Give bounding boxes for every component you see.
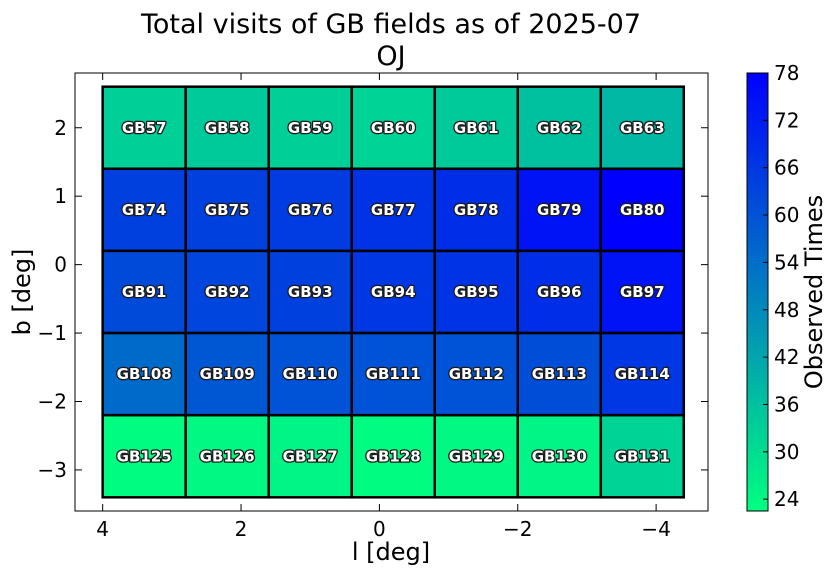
- y-axis-label: b [deg]: [8, 249, 36, 336]
- cell-label-gb79: GB79: [537, 201, 582, 219]
- cell-label-gb80: GB80: [620, 201, 665, 219]
- cell-label-gb57: GB57: [122, 119, 167, 137]
- colorbar-tick-label: 48: [774, 298, 799, 322]
- colorbar-ticks: 24 30 36 42 48 54 60 66 72 78: [763, 61, 799, 511]
- cell-label-gb131: GB131: [615, 447, 670, 465]
- cell-label-gb113: GB113: [532, 365, 587, 383]
- cell-label-gb76: GB76: [288, 201, 333, 219]
- x-tick-label: 4: [96, 517, 109, 541]
- colorbar-tick-label: 78: [774, 61, 799, 85]
- cell-label-gb97: GB97: [620, 283, 665, 301]
- plot-frame: [74, 72, 709, 512]
- heatmap-cell-gb58: [184, 85, 270, 171]
- cell-label-gb95: GB95: [454, 283, 499, 301]
- heatmap-cell-gb93: [267, 249, 353, 335]
- cell-label-gb128: GB128: [366, 447, 421, 465]
- cell-label-gb77: GB77: [371, 201, 416, 219]
- y-tick-label: −2: [38, 390, 67, 414]
- x-tick-label: −4: [641, 517, 670, 541]
- cell-label-gb125: GB125: [117, 447, 172, 465]
- colorbar-tick-label: 54: [774, 250, 799, 274]
- cell-label-gb111: GB111: [366, 365, 421, 383]
- colorbar-label: Observed Times: [800, 195, 828, 389]
- cell-group: GB57 GB58 GB59 GB60 GB61 GB62 GB63 GB74 GB75 GB76…: [101, 85, 686, 499]
- cell-label-gb92: GB92: [205, 283, 250, 301]
- colorbar-tick-label: 42: [774, 345, 799, 369]
- colorbar-tick-label: 72: [774, 108, 799, 132]
- cell-label-gb59: GB59: [288, 119, 333, 137]
- cell-label-gb63: GB63: [620, 119, 665, 137]
- cell-label-gb61: GB61: [454, 119, 499, 137]
- heatmap-cell-gb97: [599, 249, 686, 335]
- heatmap-cell-gb76: [267, 167, 353, 253]
- y-tick-label: −3: [38, 458, 67, 482]
- x-tick-label: 2: [235, 517, 248, 541]
- colorbar: [746, 72, 769, 512]
- y-tick-label: 1: [54, 184, 67, 208]
- cell-label-gb60: GB60: [371, 119, 416, 137]
- colorbar-tick-label: 36: [774, 392, 799, 416]
- cell-label-gb74: GB74: [122, 201, 167, 219]
- heatmap-cell-gb57: [101, 85, 187, 171]
- heatmap-cell-gb62: [516, 85, 603, 171]
- cell-label-gb130: GB130: [532, 447, 587, 465]
- heatmap-cell-gb125: [101, 413, 187, 499]
- x-axis-label: l [deg]: [352, 538, 430, 566]
- cell-label-gb112: GB112: [449, 365, 504, 383]
- chart-title: Total visits of GB fields as of 2025-07: [140, 9, 641, 40]
- y-tick-label: 2: [54, 116, 67, 140]
- colorbar-tick-label: 60: [774, 203, 799, 227]
- heatmap-cell-gb127: [267, 413, 353, 499]
- heatmap-cell-gb108: [101, 331, 187, 417]
- cell-label-gb58: GB58: [205, 119, 250, 137]
- cell-label-gb78: GB78: [454, 201, 499, 219]
- colorbar-tick-label: 24: [774, 487, 799, 511]
- cell-label-gb62: GB62: [537, 119, 582, 137]
- heatmap-cell-gb80: [599, 167, 686, 253]
- cell-label-gb127: GB127: [283, 447, 338, 465]
- colorbar-tick-label: 30: [774, 440, 799, 464]
- cell-label-gb93: GB93: [288, 283, 333, 301]
- y-axis: 2 1 0 −1 −2 −3: [38, 116, 708, 482]
- heatmap-cell-gb96: [516, 249, 603, 335]
- chart-subtitle: OJ: [376, 41, 405, 72]
- cell-label-gb96: GB96: [537, 283, 582, 301]
- cell-label-gb114: GB114: [615, 365, 670, 383]
- colorbar-tick-label: 66: [774, 156, 799, 180]
- cell-label-gb91: GB91: [122, 283, 167, 301]
- x-tick-label: 0: [373, 517, 386, 541]
- cell-label-gb129: GB129: [449, 447, 504, 465]
- heatmap-cell-gb113: [516, 331, 603, 417]
- cell-label-gb126: GB126: [200, 447, 255, 465]
- heatmap-cell-gb78: [433, 167, 520, 253]
- cell-label-gb109: GB109: [200, 365, 255, 383]
- cell-label-gb75: GB75: [205, 201, 250, 219]
- y-tick-label: 0: [54, 253, 67, 277]
- cell-label-gb108: GB108: [117, 365, 172, 383]
- heatmap-cell-gb130: [516, 413, 603, 499]
- y-tick-label: −1: [38, 321, 67, 345]
- heatmap-cell-gb131: [599, 413, 686, 499]
- x-tick-label: −2: [503, 517, 532, 541]
- heatmap-cell-gb74: [101, 167, 187, 253]
- heatmap-cell-gb92: [184, 249, 270, 335]
- heatmap-cell-gb95: [433, 249, 520, 335]
- heatmap-cell-gb109: [184, 331, 270, 417]
- x-axis: 4 2 0 −2 −4: [96, 73, 671, 541]
- cell-label-gb110: GB110: [283, 365, 338, 383]
- cell-label-gb94: GB94: [371, 283, 416, 301]
